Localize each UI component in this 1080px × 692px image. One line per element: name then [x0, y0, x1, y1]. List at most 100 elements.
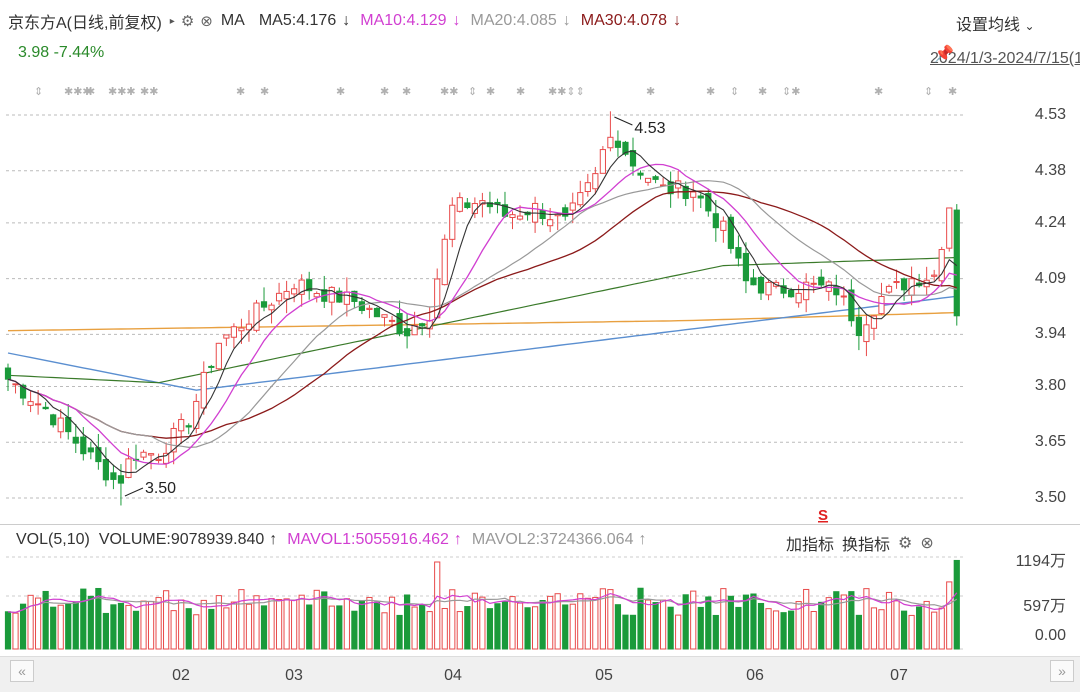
event-marker[interactable]: ✱ [236, 85, 245, 98]
scroll-right-button[interactable]: » [1050, 660, 1074, 682]
volume-bar [599, 588, 606, 650]
ma120-line [7, 295, 957, 391]
candle [72, 436, 79, 444]
event-marker[interactable]: ✱ [758, 85, 767, 98]
candle [155, 458, 162, 462]
event-markers: ⇕ ✱✱✱ ✱ ✱✱✱ ✱✱ ✱ ✱ ✱ ✱ ✱ ✱✱ ⇕ ✱ ✱ ✱✱⇕⇕ ✱… [34, 85, 957, 98]
event-marker[interactable]: ✱ [86, 85, 95, 98]
close-icon[interactable]: ⊗ [920, 535, 934, 552]
event-marker[interactable]: ✱ [706, 85, 715, 98]
candle [509, 214, 516, 219]
volume-bar [539, 599, 546, 650]
candle [102, 459, 109, 481]
volume-bar [275, 599, 283, 650]
volume-bar [147, 600, 155, 650]
add-indicator-button[interactable]: 加指标 [786, 537, 835, 554]
event-marker[interactable]: ✱ [874, 85, 883, 98]
event-marker[interactable]: ✱ [402, 85, 411, 98]
volume-bar [577, 593, 584, 650]
event-marker[interactable]: ⇕ [468, 85, 477, 98]
play-icon[interactable]: ▸ [169, 15, 175, 27]
volume-bar [614, 604, 622, 650]
volume-value: VOLUME:9078939.840 [98, 531, 265, 548]
scroll-left-button[interactable]: « [10, 660, 34, 682]
event-marker[interactable]: ✱ [486, 85, 495, 98]
candle [193, 400, 200, 429]
volume-bar [705, 596, 712, 650]
candle [863, 324, 870, 343]
candle [516, 215, 524, 220]
candle [42, 406, 49, 410]
gear-icon[interactable]: ⚙ [898, 535, 913, 552]
switch-indicator-button[interactable]: 换指标 [842, 537, 891, 554]
candle [275, 292, 283, 302]
ma20-line [7, 180, 957, 449]
volume-bar [57, 604, 64, 650]
event-marker[interactable]: ✱ [260, 85, 269, 98]
price-change: 3.98 -7.44% [18, 44, 105, 61]
candle [403, 328, 411, 337]
s-signal-icon[interactable]: S [818, 507, 828, 524]
event-marker[interactable]: ✱✱✱ [64, 85, 92, 98]
candle [750, 277, 757, 286]
candle [268, 304, 275, 311]
event-marker[interactable]: ✱✱⇕⇕ [548, 85, 585, 98]
indicator-buttons: 加指标 换指标 ⚙ ⊗ [786, 531, 942, 555]
event-marker[interactable]: ✱ [336, 85, 345, 98]
volume-bar [720, 588, 727, 650]
y-tick-label: 4.38 [1034, 161, 1066, 179]
volume-bar [938, 607, 945, 650]
event-marker[interactable]: ⇕ [34, 85, 43, 98]
candle [291, 288, 298, 295]
candle [223, 334, 230, 339]
candle [441, 238, 448, 286]
volume-bar [72, 601, 79, 650]
candle [117, 475, 125, 484]
event-marker[interactable]: ✱✱✱ [108, 85, 136, 98]
candle [720, 220, 727, 231]
event-marker[interactable]: ✱ [646, 85, 655, 98]
volume-chart[interactable] [0, 552, 1080, 656]
candle [833, 286, 840, 296]
mavol1-arrow-icon: ↑ [453, 531, 462, 548]
volume-bar [50, 606, 57, 650]
candle [953, 209, 960, 317]
set-ma-button[interactable]: 设置均线 ⌄ [956, 11, 1035, 35]
volume-bar [441, 607, 448, 650]
event-marker[interactable]: ⇕ [730, 85, 739, 98]
volume-bar [306, 604, 313, 650]
candle [110, 472, 117, 480]
volume-bar [885, 591, 893, 650]
gear-icon[interactable]: ⚙ [180, 13, 195, 30]
candle [343, 291, 350, 305]
x-tick-label: 06 [746, 667, 764, 684]
event-marker[interactable]: ✱ [516, 85, 525, 98]
event-marker[interactable]: ⇕ [924, 85, 933, 98]
close-icon[interactable]: ⊗ [200, 13, 213, 30]
volume-bar [95, 587, 102, 650]
event-marker[interactable]: ⇕✱ [782, 85, 800, 98]
candle [584, 182, 591, 193]
pin-icon[interactable]: 📌 [934, 46, 954, 63]
volume-bar [328, 605, 335, 650]
event-marker[interactable]: ✱ [948, 85, 957, 98]
date-range[interactable]: 2024/1/3-2024/7/15(127根) [930, 50, 1080, 67]
volume-bar [818, 601, 825, 650]
candle [12, 383, 19, 386]
candlestick-chart[interactable]: 4.53 3.50 S [0, 100, 1080, 524]
volume-bar [291, 599, 298, 650]
volume-bar [931, 611, 938, 650]
volume-bar [260, 605, 268, 650]
event-marker[interactable]: ✱✱ [440, 85, 458, 98]
event-marker[interactable]: ✱ [380, 85, 389, 98]
volume-bar [102, 612, 109, 650]
volume-bar [27, 594, 34, 650]
candle [690, 191, 697, 198]
event-marker[interactable]: ✱✱ [140, 85, 158, 98]
candle [230, 326, 238, 338]
ma20-arrow-icon: ↓ [562, 12, 571, 29]
candle [373, 307, 381, 318]
candle [57, 417, 64, 433]
volume-bar [351, 610, 358, 650]
volume-bar [675, 614, 682, 650]
